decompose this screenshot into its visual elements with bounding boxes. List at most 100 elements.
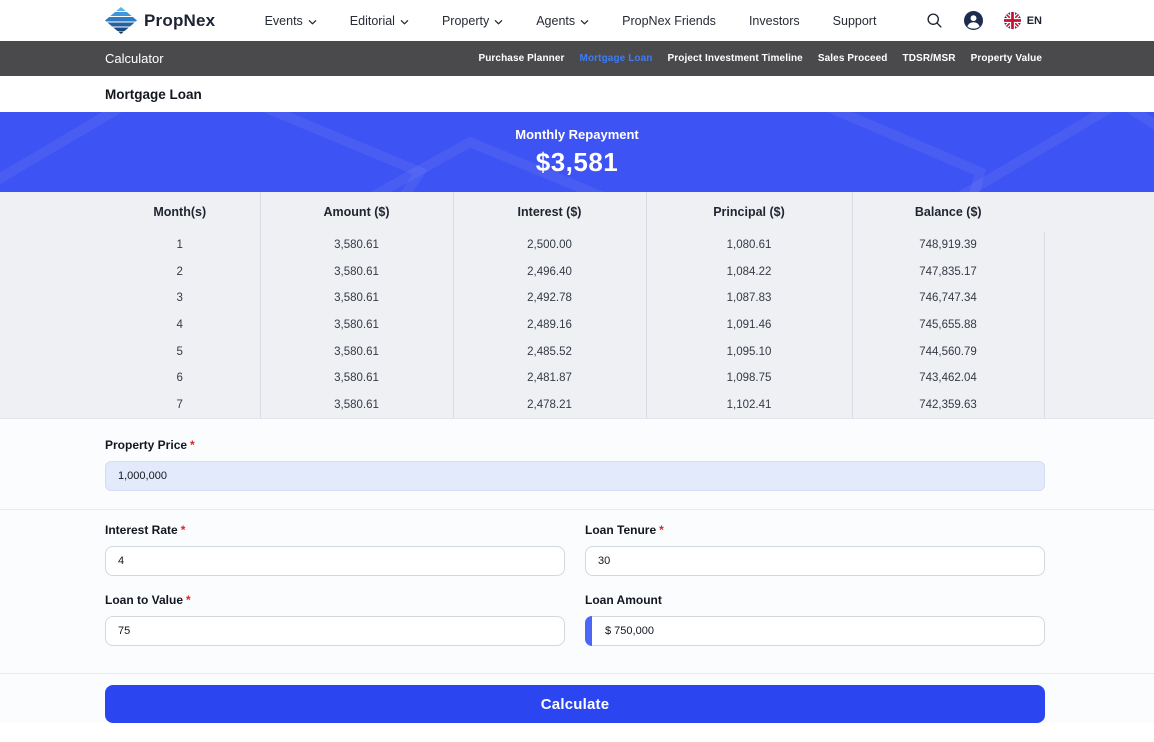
cell-amount: 3,580.61 (259, 285, 453, 312)
cell-principal: 1,102.41 (645, 391, 852, 419)
required-asterisk: * (659, 523, 664, 538)
nav-item[interactable]: Events (265, 14, 317, 28)
cell-amount: 3,580.61 (259, 311, 453, 339)
cell-empty (1043, 258, 1154, 286)
table-row: 7 3,580.61 2,478.21 1,102.41 742,359.63 (100, 391, 1154, 419)
cell-amount: 3,580.61 (259, 364, 453, 392)
calculator-bar: Calculator Purchase Planner Mortgage Loa… (0, 41, 1154, 76)
cell-principal: 1,080.61 (645, 232, 852, 259)
calculator-tab[interactable]: Property Value (970, 53, 1042, 64)
calculator-tab[interactable]: Project Investment Timeline (667, 53, 803, 64)
table-header-cell: Month(s) (153, 205, 207, 219)
loan-tenure-field: Loan Tenure * (585, 523, 1045, 577)
chevron-down-icon (308, 16, 317, 25)
loan-to-value-input[interactable] (105, 616, 565, 647)
nav-item-label: PropNex Friends (622, 13, 716, 28)
nav-item-label: Editorial (349, 13, 395, 28)
table-header-cell: Amount ($) (259, 192, 453, 232)
loan-amount-field: Loan Amount (585, 593, 1045, 647)
chevron-down-icon (580, 16, 589, 25)
loan-tenure-label: Loan Tenure * (585, 523, 664, 538)
loan-details-section: Interest Rate* Loan Tenure* Loan to Valu… (0, 510, 1154, 675)
loan-to-value-label: Loan to Value * (105, 593, 191, 608)
property-price-section: Property Price * (0, 419, 1154, 511)
nav-item[interactable]: PropNex Friends (622, 14, 716, 28)
nav-item-label: Investors (748, 13, 800, 28)
table-row: 2 3,580.61 2,496.40 1,084.22 747,835.17 (100, 258, 1154, 286)
search-icon[interactable] (926, 12, 943, 29)
cell-month: 2 (176, 265, 183, 278)
cell-empty (1043, 285, 1154, 312)
cell-principal: 1,095.10 (645, 338, 852, 365)
required-asterisk: * (190, 438, 195, 453)
table-row: 1 3,580.61 2,500.00 1,080.61 748,919.39 (100, 232, 1154, 259)
table-header-cell: Interest ($) (452, 192, 646, 232)
calculate-button[interactable]: Calculate (105, 685, 1045, 724)
page-title: Mortgage Loan (105, 86, 202, 102)
main-nav: Events Editorial Property Agents (215, 14, 925, 28)
cell-principal: 1,098.75 (645, 364, 852, 392)
account-icon[interactable] (963, 11, 983, 30)
nav-item[interactable]: Support (833, 14, 877, 28)
top-header: PropNex Events Editorial Property (0, 0, 1154, 41)
header-icons: EN (926, 11, 1042, 30)
chevron-down-icon (494, 16, 503, 25)
propnex-logo[interactable]: PropNex (105, 7, 215, 34)
calculator-tab[interactable]: Sales Proceed (817, 53, 888, 64)
uk-flag-icon (1003, 12, 1021, 29)
cell-amount: 3,580.61 (259, 232, 453, 259)
page-title-row: Mortgage Loan (0, 76, 1154, 112)
property-price-label: Property Price * (105, 438, 195, 453)
loan-amount-input[interactable] (585, 616, 1045, 647)
cell-empty (1043, 311, 1154, 339)
interest-rate-input[interactable] (105, 546, 565, 577)
calculator-bar-title: Calculator (105, 51, 164, 66)
nav-item[interactable]: Property (442, 14, 503, 28)
cell-month: 3 (176, 292, 183, 305)
calculator-tabs: Purchase Planner Mortgage Loan Project I… (478, 53, 1042, 64)
loan-to-value-field: Loan to Value * (105, 593, 565, 647)
table-row: 3 3,580.61 2,492.78 1,087.83 746,747.34 (100, 285, 1154, 312)
monthly-repayment-banner: Monthly Repayment $3,581 (0, 112, 1154, 192)
language-selector[interactable]: EN (1003, 12, 1042, 29)
nav-item[interactable]: Agents (536, 14, 589, 28)
cell-amount: 3,580.61 (259, 391, 453, 419)
cell-principal: 1,084.22 (645, 258, 852, 286)
calculate-button-row: Calculate (0, 674, 1154, 724)
language-code: EN (1026, 14, 1042, 27)
amortization-table-wrap[interactable]: Month(s) Amount ($) Interest ($) Princip… (0, 192, 1154, 420)
property-price-input[interactable] (105, 461, 1045, 492)
cell-balance: 746,747.34 (851, 285, 1044, 312)
banner-label: Monthly Repayment (515, 126, 639, 142)
nav-item[interactable]: Investors (749, 14, 800, 28)
cell-balance: 745,655.88 (851, 311, 1044, 339)
cell-principal: 1,087.83 (645, 285, 852, 312)
cell-month: 7 (176, 398, 183, 411)
interest-rate-label: Interest Rate * (105, 523, 186, 538)
required-asterisk: * (186, 593, 191, 608)
cell-interest: 2,481.87 (452, 364, 646, 392)
banner-value: $3,581 (535, 146, 619, 177)
cell-balance: 748,919.39 (851, 232, 1044, 259)
propnex-diamond-icon (105, 7, 137, 34)
cell-month: 4 (176, 319, 183, 332)
loan-tenure-input[interactable] (585, 546, 1045, 577)
cell-empty (1043, 391, 1154, 419)
table-header-row: Month(s) Amount ($) Interest ($) Princip… (100, 192, 1154, 232)
cell-principal: 1,091.46 (645, 311, 852, 339)
nav-item[interactable]: Editorial (350, 14, 409, 28)
cell-empty (1043, 232, 1154, 259)
calculator-tab[interactable]: Mortgage Loan (579, 53, 653, 64)
table-header-cell: Balance ($) (851, 192, 1044, 232)
calculator-tab[interactable]: TDSR/MSR (902, 53, 956, 64)
mortgage-form: Property Price* Interest Rate* Loan Tenu… (0, 419, 1154, 724)
nav-item-label: Support (832, 13, 877, 28)
chevron-down-icon (400, 16, 409, 25)
table-header-cell: Principal ($) (645, 192, 852, 232)
cell-amount: 3,580.61 (259, 338, 453, 365)
nav-item-label: Property (441, 13, 490, 28)
cell-month: 1 (176, 239, 183, 252)
cell-month: 5 (176, 345, 183, 358)
calculator-tab[interactable]: Purchase Planner (478, 53, 565, 64)
cell-interest: 2,485.52 (452, 338, 646, 365)
